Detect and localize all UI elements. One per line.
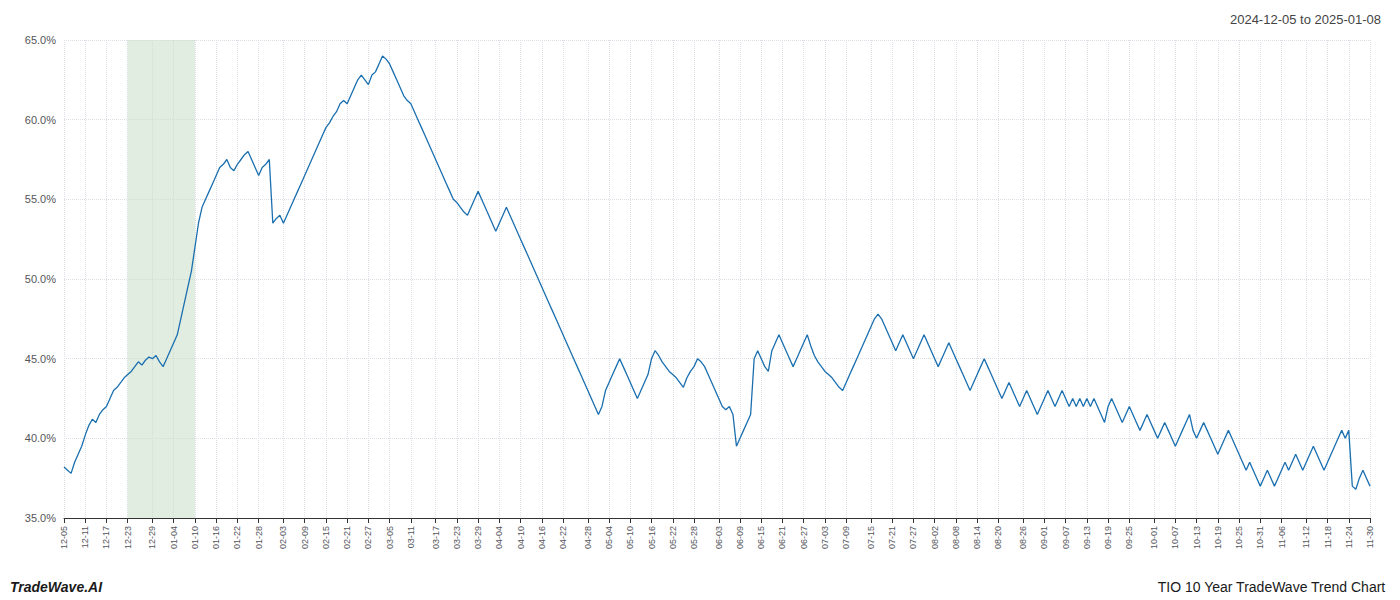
svg-text:04-22: 04-22: [558, 526, 568, 549]
svg-text:02-15: 02-15: [321, 526, 331, 549]
svg-text:11-30: 11-30: [1365, 526, 1375, 548]
svg-text:01-16: 01-16: [211, 526, 221, 549]
svg-text:07-15: 07-15: [866, 526, 876, 549]
svg-text:07-09: 07-09: [841, 526, 851, 549]
svg-text:60.0%: 60.0%: [25, 114, 56, 126]
svg-text:01-04: 01-04: [169, 526, 179, 549]
svg-text:50.0%: 50.0%: [25, 273, 56, 285]
svg-text:06-09: 06-09: [735, 526, 745, 549]
svg-text:TIO 10 Year TradeWave Trend Ch: TIO 10 Year TradeWave Trend Chart: [1158, 579, 1386, 595]
svg-text:11-06: 11-06: [1277, 526, 1287, 548]
svg-text:04-04: 04-04: [494, 526, 504, 549]
svg-text:02-21: 02-21: [342, 526, 352, 549]
svg-text:12-17: 12-17: [101, 526, 111, 549]
svg-text:05-28: 05-28: [689, 526, 699, 549]
svg-text:06-15: 06-15: [756, 526, 766, 549]
svg-text:02-03: 02-03: [278, 526, 288, 549]
svg-text:07-21: 07-21: [887, 526, 897, 549]
svg-text:08-20: 08-20: [993, 526, 1003, 549]
svg-text:02-27: 02-27: [363, 526, 373, 549]
svg-text:08-14: 08-14: [972, 526, 982, 549]
svg-text:05-04: 05-04: [604, 526, 614, 549]
svg-text:09-19: 09-19: [1103, 526, 1113, 549]
svg-text:45.0%: 45.0%: [25, 353, 56, 365]
svg-text:04-16: 04-16: [537, 526, 547, 549]
svg-text:01-22: 01-22: [232, 526, 242, 549]
svg-text:04-10: 04-10: [516, 526, 526, 549]
svg-text:09-25: 09-25: [1124, 526, 1134, 549]
svg-text:08-26: 08-26: [1018, 526, 1028, 549]
svg-text:06-27: 06-27: [799, 526, 809, 549]
svg-text:08-02: 08-02: [930, 526, 940, 549]
svg-text:05-22: 05-22: [668, 526, 678, 549]
svg-text:01-10: 01-10: [190, 526, 200, 549]
svg-text:35.0%: 35.0%: [25, 512, 56, 524]
svg-text:12-11: 12-11: [80, 526, 90, 548]
svg-text:04-28: 04-28: [583, 526, 593, 549]
svg-text:05-10: 05-10: [625, 526, 635, 549]
svg-text:05-16: 05-16: [647, 526, 657, 549]
svg-text:03-29: 03-29: [473, 526, 483, 549]
svg-text:03-23: 03-23: [452, 526, 462, 549]
svg-text:09-07: 09-07: [1061, 526, 1071, 549]
svg-text:06-21: 06-21: [777, 526, 787, 549]
svg-text:03-11: 03-11: [406, 526, 416, 548]
svg-text:03-05: 03-05: [385, 526, 395, 549]
svg-text:40.0%: 40.0%: [25, 432, 56, 444]
svg-text:08-08: 08-08: [951, 526, 961, 549]
svg-text:65.0%: 65.0%: [25, 34, 56, 46]
svg-text:10-01: 10-01: [1149, 526, 1159, 549]
svg-text:55.0%: 55.0%: [25, 193, 56, 205]
svg-text:02-09: 02-09: [300, 526, 310, 549]
svg-text:10-07: 10-07: [1170, 526, 1180, 549]
svg-text:12-29: 12-29: [147, 526, 157, 549]
svg-text:2024-12-05 to 2025-01-08: 2024-12-05 to 2025-01-08: [1230, 12, 1381, 27]
svg-text:11-18: 11-18: [1323, 526, 1333, 548]
svg-text:01-28: 01-28: [254, 526, 264, 549]
svg-text:07-27: 07-27: [908, 526, 918, 549]
svg-text:10-25: 10-25: [1234, 526, 1244, 549]
svg-text:TradeWave.AI: TradeWave.AI: [10, 579, 103, 595]
svg-text:09-01: 09-01: [1039, 526, 1049, 549]
svg-text:10-31: 10-31: [1255, 526, 1265, 549]
svg-text:06-03: 06-03: [714, 526, 724, 549]
svg-text:12-23: 12-23: [123, 526, 133, 549]
svg-text:07-03: 07-03: [820, 526, 830, 549]
svg-text:10-19: 10-19: [1213, 526, 1223, 549]
svg-text:11-12: 11-12: [1301, 526, 1311, 548]
svg-text:11-24: 11-24: [1344, 526, 1354, 548]
svg-text:09-13: 09-13: [1082, 526, 1092, 549]
svg-text:12-05: 12-05: [59, 526, 69, 549]
svg-text:10-13: 10-13: [1192, 526, 1202, 549]
svg-text:03-17: 03-17: [431, 526, 441, 549]
